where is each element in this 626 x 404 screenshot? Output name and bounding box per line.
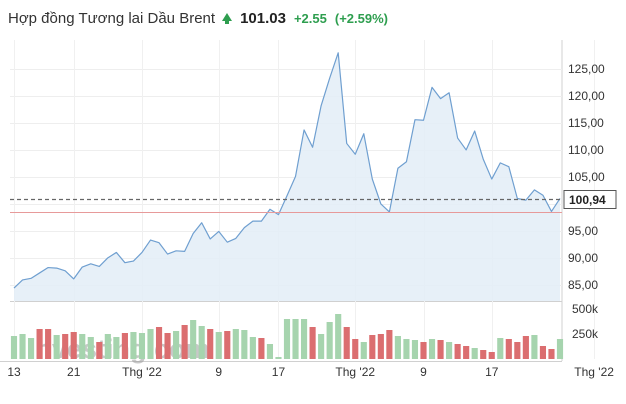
volume-bar [87, 337, 94, 359]
volume-bar [497, 338, 504, 359]
volume-bar [96, 342, 103, 359]
volume-bar [292, 319, 299, 359]
volume-bar [62, 334, 69, 359]
volume-bar [249, 337, 256, 359]
price-tick-label: 115,00 [568, 116, 604, 130]
volume-bar [283, 319, 291, 359]
volume-bar [343, 327, 350, 359]
volume-bar [369, 335, 376, 359]
volume-bar [548, 349, 555, 359]
volume-bar [155, 327, 163, 359]
volume-bar [335, 314, 342, 359]
volume-bar [386, 330, 393, 359]
time-tick-label: Thg '22 [335, 365, 375, 379]
volume-bar [79, 334, 86, 359]
volume-bar [147, 329, 154, 359]
volume-bar [190, 320, 197, 359]
current-price-box [563, 190, 617, 209]
volume-bar [275, 357, 282, 359]
price-change-percent: (+2.59%) [334, 10, 388, 26]
up-arrow-icon [222, 13, 233, 24]
volume-bar [53, 335, 60, 359]
price-tick-label: 90,00 [568, 251, 598, 265]
volume-bar [326, 322, 333, 359]
price-axis: 85,0090,0095,00100,00105,00110,00115,001… [568, 62, 605, 292]
last-price: 101.03 [240, 9, 286, 27]
volume-bar [522, 336, 529, 359]
price-tick-label: 120,00 [568, 89, 605, 103]
volume-bar [207, 329, 214, 359]
volume-bar [428, 339, 436, 359]
time-tick-label: 9 [420, 365, 427, 379]
time-tick-label: 17 [272, 365, 286, 379]
price-tick-label: 85,00 [568, 278, 598, 292]
volume-bar [377, 334, 384, 359]
time-tick-label: 9 [215, 365, 222, 379]
volume-bar [505, 339, 512, 359]
quote-header: Hợp đồng Tương lai Dầu Brent 101.03 +2.5… [8, 6, 388, 30]
volume-axis: 250k 500k [572, 302, 599, 341]
volume-bar [215, 332, 222, 359]
volume-bar [309, 327, 316, 359]
volume-bar [437, 340, 444, 359]
time-tick-label: Thg '22 [574, 365, 614, 379]
time-tick-label: 13 [7, 365, 21, 379]
volume-bar [70, 332, 77, 359]
volume-bar [531, 335, 538, 359]
volume-bar [514, 342, 521, 359]
volume-bar [480, 350, 487, 359]
time-tick-label: Thg '22 [122, 365, 162, 379]
volume-bar [258, 338, 265, 359]
price-tick-label: 110,00 [568, 143, 604, 157]
volume-bar [181, 325, 188, 359]
current-price-label: 100,94 [569, 193, 606, 207]
volume-bar [198, 326, 205, 359]
volume-bar [36, 329, 43, 359]
volume-bar [360, 342, 367, 359]
price-tick-label: 105,00 [568, 170, 605, 184]
volume-bar [454, 344, 461, 359]
volume-bar [138, 333, 146, 359]
volume-bar [300, 319, 308, 359]
price-line [13, 52, 561, 289]
volume-bar [556, 339, 564, 359]
volume-bar [446, 342, 453, 359]
volume-bar [164, 333, 171, 359]
volume-bar [471, 348, 478, 359]
price-area [14, 52, 560, 301]
price-change: +2.55 [293, 10, 327, 26]
volume-bar [241, 330, 248, 359]
volume-bar [488, 352, 495, 359]
volume-tick-label: 250k [572, 327, 599, 341]
volume-bar [352, 339, 359, 359]
volume-bar [173, 331, 180, 359]
instrument-title: Hợp đồng Tương lai Dầu Brent [8, 9, 216, 27]
volume-bar [420, 342, 427, 359]
volume-bar [463, 346, 470, 359]
time-tick-label: 21 [67, 365, 81, 379]
volume-bar [266, 344, 274, 359]
volume-bar [318, 334, 325, 359]
volume-bar [10, 336, 18, 359]
time-tick-label: 17 [485, 365, 499, 379]
volume-bar [104, 334, 111, 359]
volume-bar [45, 329, 52, 359]
volume-bar [27, 338, 35, 359]
volume-bar [403, 339, 410, 359]
volume-bar [130, 332, 137, 359]
price-tick-label: 95,00 [568, 224, 598, 238]
volume-tick-label: 500k [572, 302, 599, 316]
volume-bar [539, 346, 547, 359]
volume-bar [232, 329, 239, 359]
volume-bar [113, 337, 120, 359]
volume-bar [121, 333, 128, 359]
price-tick-label: 125,00 [568, 62, 605, 76]
volume-bar [394, 336, 401, 359]
volume-bars [10, 314, 564, 359]
volume-bar [19, 334, 26, 359]
volume-bar [224, 331, 231, 359]
volume-bar [411, 340, 419, 359]
